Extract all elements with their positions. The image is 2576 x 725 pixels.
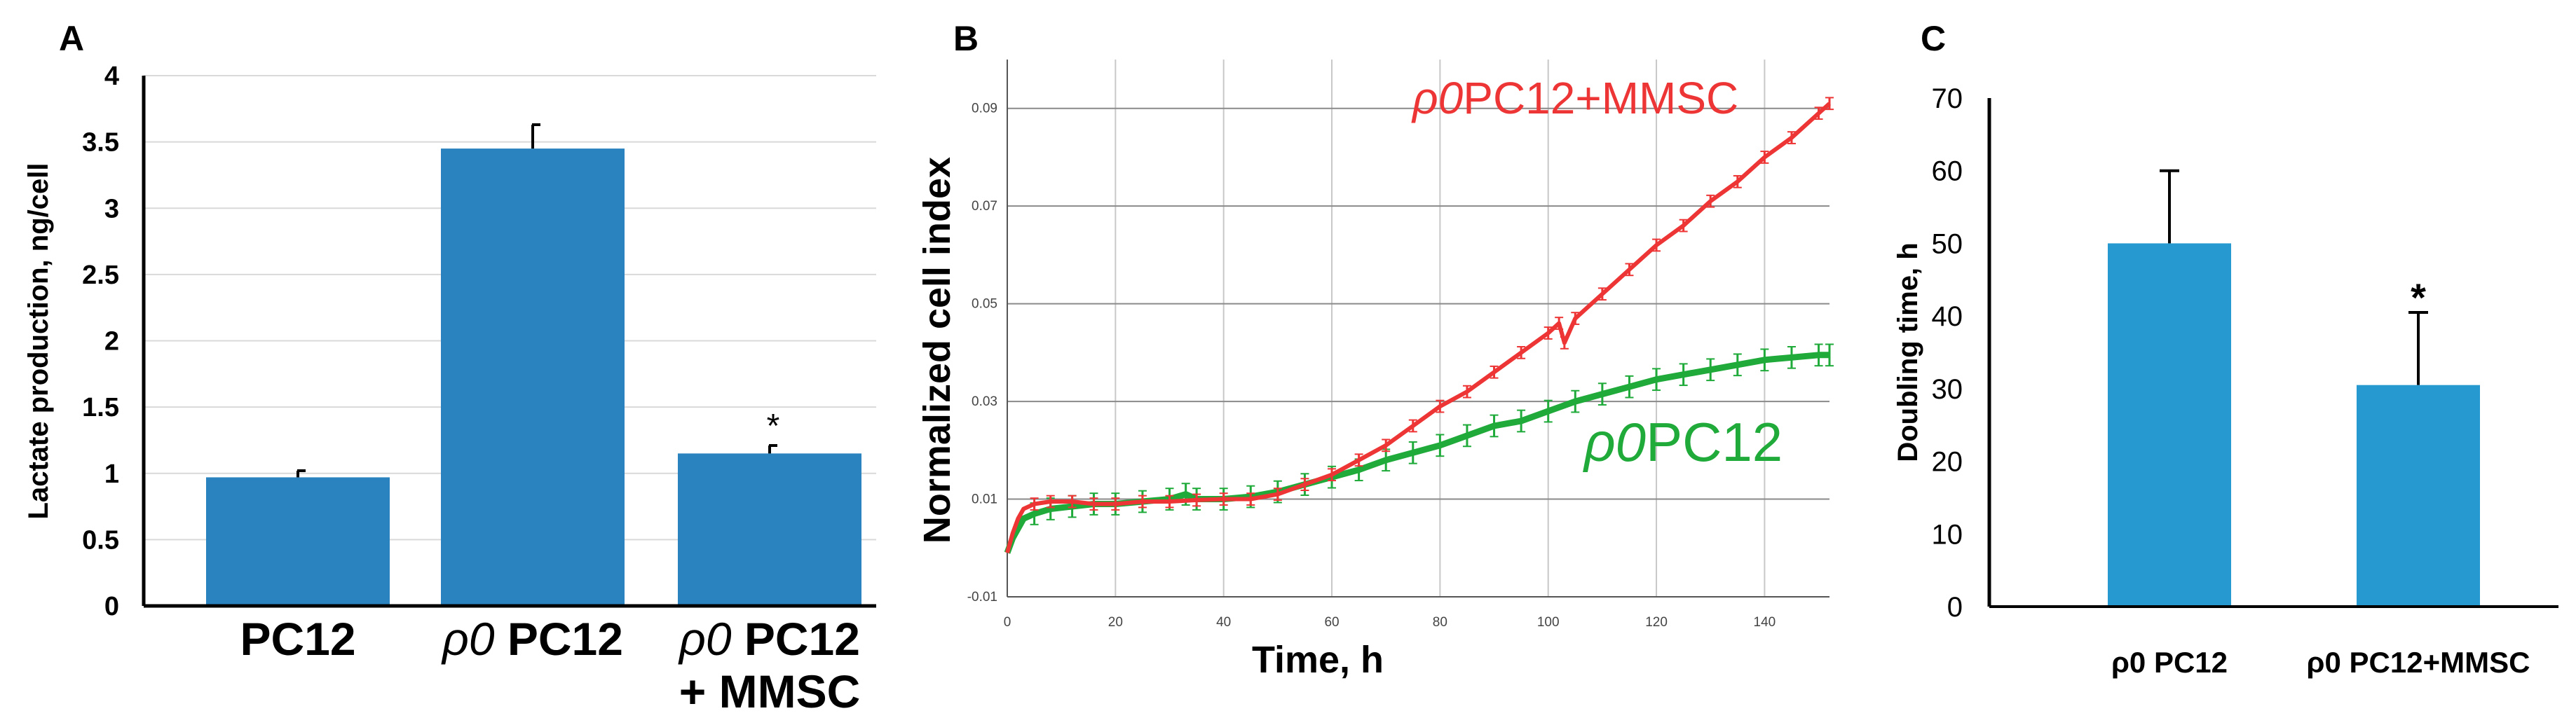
category-label: PC12 [732,613,860,665]
series-line [1005,102,1832,554]
y-tick-label: 10 [1932,519,1963,550]
y-tick-label: 50 [1932,228,1963,259]
legend-label: PC12+MMSC [1463,73,1738,123]
bar [2108,243,2231,607]
x-tick-label: 140 [1754,615,1776,630]
y-tick-label: 30 [1932,374,1963,405]
y-tick-label: 0.03 [972,394,997,409]
y-tick-label: 0 [1947,592,1963,623]
x-tick-label: 60 [1324,615,1339,630]
x-tick-label: PC12 [240,613,355,665]
y-tick-label: 2.5 [82,261,119,290]
y-tick-label: 60 [1932,156,1963,187]
y-tick-label: 3 [104,194,119,223]
y-tick-label: 0.07 [972,199,997,214]
panel-letter-a: A [59,19,84,58]
panel-letter-c: C [1921,19,1946,58]
y-tick-label: 1 [104,460,119,489]
y-tick-label: 4 [104,62,119,91]
x-tick-label: 80 [1433,615,1447,630]
legend-label: PC12 [1646,411,1783,473]
panel-a-x-tick-labels: PC12 ρ0 PC12 ρ0 PC12+ MMSC [240,613,860,717]
bar [206,477,390,606]
panel-a-y-axis-label: Lactate production, ng/cell [23,163,54,520]
bar [678,453,861,606]
legend-series-pc12-mmsc: ρ0PC12+MMSC [1411,73,1738,123]
legend-rho-prefix: ρ0 [1411,73,1464,123]
panel-b-x-axis-label: Time, h [1252,639,1384,681]
y-tick-label: 0.09 [972,102,997,116]
y-tick-label: 20 [1932,447,1963,478]
y-tick-label: 0.05 [972,297,997,312]
panel-b-series [1004,97,1834,554]
legend-rho-prefix: ρ0 [1583,411,1646,473]
y-tick-label: 0.01 [972,492,997,507]
y-tick-label: 3.5 [82,128,119,158]
x-tick-label: ρ0 PC12 [678,613,860,665]
x-tick-label: 20 [1108,615,1123,630]
bar [441,149,625,606]
x-tick-label: 100 [1537,615,1560,630]
panel-letter-b: B [953,19,979,58]
panel-c-y-axis-label: Doubling time, h [1893,242,1923,462]
x-tick-label: ρ0 PC12+MMSC [2307,646,2530,679]
series-pc12-mmsc [1005,97,1834,554]
x-tick-label: 0 [1004,615,1011,630]
panel-b-tick-labels: 0 20 40 60 80 100 120 140 -0.01 0.01 0.03 0.05 0.07 0… [967,102,1776,630]
significance-marker: * [767,408,780,445]
y-tick-label: 1.5 [82,393,119,422]
y-tick-label: 40 [1932,301,1963,332]
panel-b-gridlines [1007,60,1829,598]
y-tick-label: 70 [1932,83,1963,114]
bar [2357,385,2480,607]
rho-prefix: ρ0 [441,613,495,665]
panel-c-y-tick-labels: 0 10 20 30 40 50 60 70 [1932,83,1963,623]
significance-marker: * [2411,275,2426,319]
panel-a-bars: * [206,123,861,606]
panel-a-y-tick-labels: 0 0.5 1 1.5 2 2.5 3 3.5 4 [82,62,119,621]
y-tick-label: 0.5 [82,525,119,555]
panel-a: A * 00.511.522.533.54 PC12 ρ0 PC12 ρ0 PC12… [23,19,876,717]
y-tick-label: 0 [104,592,119,621]
x-tick-label: ρ0 PC12 [441,613,623,665]
panel-c-bars: * [2108,169,2480,607]
legend-series-pc12: ρ0PC12 [1583,411,1783,473]
x-tick-label-line2: + MMSC [679,665,861,717]
category-label: PC12 [240,613,355,665]
rho-prefix: ρ0 [678,613,732,665]
panel-b: B 0 20 40 60 80 100 120 140 -0.01 0.01 0.03 0.05 0.0… [916,19,1834,681]
x-tick-label: 120 [1645,615,1668,630]
category-label: PC12 [495,613,623,665]
panel-c-x-tick-labels: ρ0 PC12 ρ0 PC12+MMSC [2111,646,2530,679]
x-tick-label: 40 [1216,615,1231,630]
panel-b-y-axis-label: Normalized cell index [916,157,958,544]
y-tick-label: -0.01 [967,590,997,605]
x-tick-label: ρ0 PC12 [2111,646,2228,679]
y-tick-label: 2 [104,327,119,357]
